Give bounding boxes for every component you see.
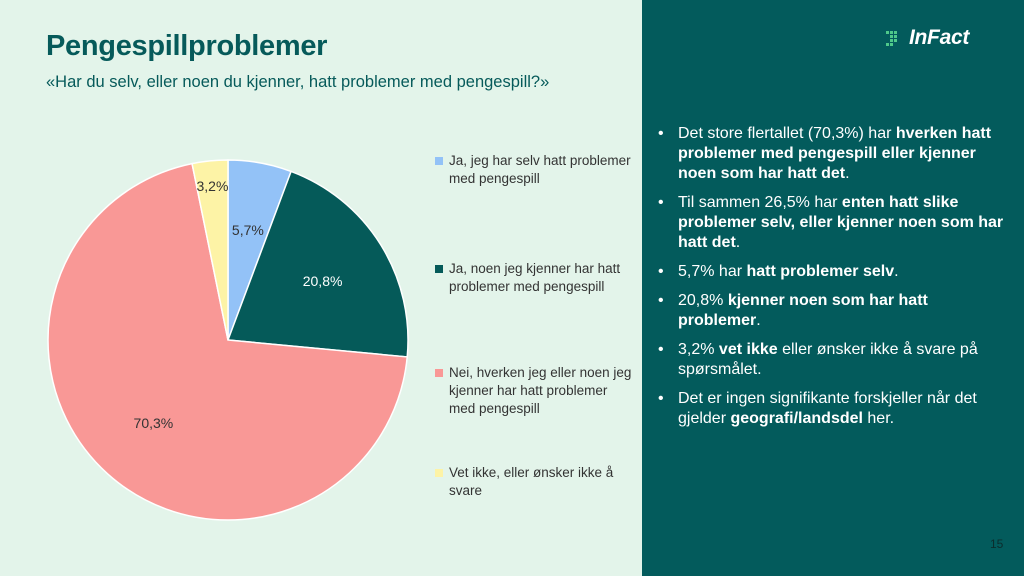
bullet-dot-icon: • <box>658 292 664 309</box>
bullet-dot-icon: • <box>658 263 664 280</box>
summary-bullet: • Det store flertallet (70,3%) har hverke… <box>656 124 1008 184</box>
bullet-text: 3,2% <box>678 341 719 358</box>
pie-slice-label: 20,8% <box>303 273 343 289</box>
bullet-text: Det store flertallet (70,3%) har <box>678 125 896 142</box>
pie-slice-label: 70,3% <box>134 415 174 431</box>
summary-bullet: • Til sammen 26,5% har enten hatt slike p… <box>656 193 1008 253</box>
legend-label: Vet ikke, eller ønsker ikke å svare <box>449 465 614 498</box>
page-number: 15 <box>990 537 1004 551</box>
summary-bullet: • Det er ingen signifikante forskjeller n… <box>656 389 1008 429</box>
summary-panel <box>642 0 1024 576</box>
pie-slice <box>191 159 229 341</box>
legend-item: Nei, hverken jeg eller noen jeg kjenner … <box>435 364 635 418</box>
bullet-dot-icon: • <box>658 390 664 407</box>
summary-bullet: • 20,8% kjenner noen som har hatt problem… <box>656 291 1008 331</box>
legend-swatch <box>435 369 443 377</box>
legend-swatch <box>435 469 443 477</box>
bullet-text: Til sammen 26,5% har <box>678 194 842 211</box>
bullet-text: 5,7% har <box>678 263 747 280</box>
legend-label: Ja, jeg har selv hatt problemer med peng… <box>449 153 631 186</box>
pie-slice <box>47 162 409 521</box>
bullet-emphasis: vet ikke <box>718 341 778 358</box>
bullet-text: . <box>894 263 899 280</box>
bullet-text: 20,8% <box>678 292 728 309</box>
logo-text: InFact <box>909 26 970 49</box>
infact-logo: InFact <box>886 26 969 50</box>
bullet-emphasis: hverken hatt problemer med pengespill el… <box>678 125 992 182</box>
page-subtitle: «Har du selv, eller noen du kjenner, hat… <box>46 73 550 91</box>
bullet-text: . <box>735 234 741 251</box>
bullet-text: Det er ingen signifikante forskjeller nå… <box>678 390 977 427</box>
bullet-emphasis: enten hatt slike problemer selv, eller k… <box>678 194 1004 251</box>
bullet-dot-icon: • <box>658 125 664 142</box>
summary-bullet: • 3,2% vet ikke eller ønsker ikke å svare… <box>656 340 1008 380</box>
legend-item: Vet ikke, eller ønsker ikke å svare <box>435 464 635 500</box>
legend-label: Ja, noen jeg kjenner har hatt problemer … <box>449 261 621 294</box>
summary-bullets: • Det store flertallet (70,3%) har hverke… <box>656 124 1008 438</box>
bullet-emphasis: hatt problemer selv <box>746 263 895 280</box>
bullet-dot-icon: • <box>658 194 664 211</box>
bullet-text: eller ønsker ikke å svare på spørsmålet. <box>678 341 978 378</box>
bullet-text: her. <box>862 410 895 427</box>
summary-bullet: • 5,7% har hatt problemer selv. <box>656 262 1008 282</box>
legend-item: Ja, jeg har selv hatt problemer med peng… <box>435 152 635 188</box>
pie-slice-label: 5,7% <box>232 222 264 238</box>
bullet-text: . <box>756 312 761 329</box>
infact-logo-icon <box>886 31 897 46</box>
legend-swatch <box>435 157 443 165</box>
pie-slice <box>226 170 409 358</box>
pie-slice-label: 3,2% <box>197 178 229 194</box>
bullet-emphasis: geografi/landsdel <box>730 410 863 427</box>
bullet-dot-icon: • <box>658 341 664 358</box>
bullet-text: . <box>845 165 850 182</box>
legend-swatch <box>435 265 443 273</box>
legend-item: Ja, noen jeg kjenner har hatt problemer … <box>435 260 635 296</box>
bullet-emphasis: kjenner noen som har hatt problemer <box>678 292 928 329</box>
pie-chart: 5,7% 20,8% 70,3% 3,2% <box>47 159 409 521</box>
page-title: Pengespillproblemer <box>46 30 328 62</box>
legend-label: Nei, hverken jeg eller noen jeg kjenner … <box>449 365 632 416</box>
chart-panel: Pengespillproblemer «Har du selv, eller … <box>46 30 635 521</box>
